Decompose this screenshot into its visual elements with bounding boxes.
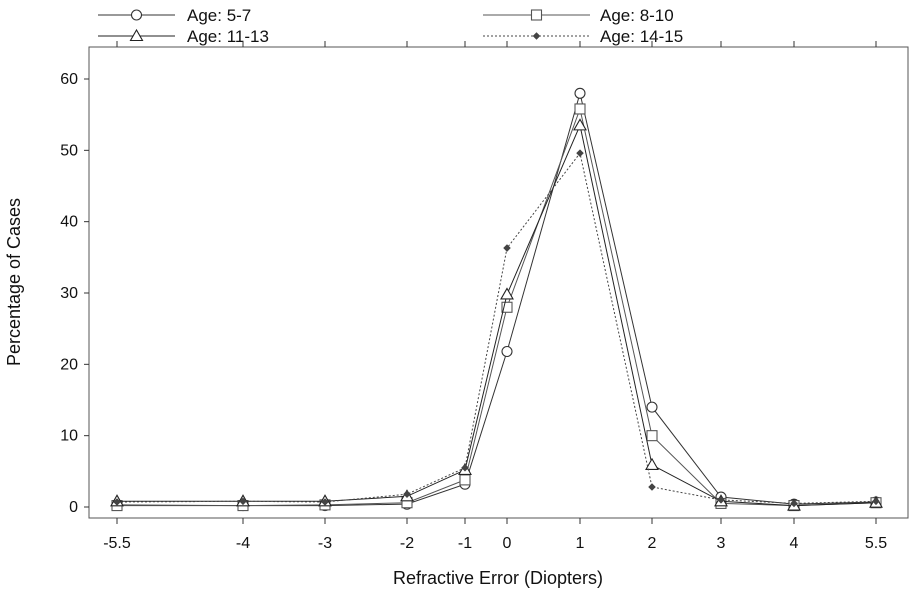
x-tick-label: 3 xyxy=(717,535,726,552)
legend-marker xyxy=(532,32,541,40)
series-line xyxy=(116,93,877,507)
x-tick-label: -5.5 xyxy=(103,535,131,552)
y-tick-label: 10 xyxy=(60,428,78,445)
legend-label: Age: 8-10 xyxy=(600,6,674,25)
data-point xyxy=(500,287,514,300)
y-tick-label: 40 xyxy=(60,214,78,231)
data-point xyxy=(503,244,511,252)
series-3 xyxy=(110,118,883,511)
data-point xyxy=(403,490,411,498)
x-tick-label: 5.5 xyxy=(865,535,887,552)
y-tick-label: 20 xyxy=(60,356,78,373)
y-axis: 0 10 20 30 40 50 60 xyxy=(60,71,89,516)
y-tick-label: 30 xyxy=(60,285,78,302)
data-point xyxy=(648,483,656,491)
data-point xyxy=(239,497,247,506)
legend-item: Age: 14-15 xyxy=(483,27,683,46)
data-point xyxy=(574,87,586,99)
legend-item: Age: 11-13 xyxy=(98,27,269,46)
legend-item: Age: 8-10 xyxy=(483,6,674,25)
series-1 xyxy=(111,87,882,512)
y-axis-title: Percentage of Cases xyxy=(4,198,24,366)
legend-marker xyxy=(129,28,144,42)
data-point xyxy=(872,497,880,506)
series-4 xyxy=(113,149,880,508)
x-tick-label: 0 xyxy=(503,535,512,552)
legend-label: Age: 5-7 xyxy=(187,6,251,25)
x-tick-label: -4 xyxy=(236,535,250,552)
data-point xyxy=(501,301,513,313)
legend-label: Age: 14-15 xyxy=(600,27,683,46)
data-point xyxy=(576,149,584,157)
legend-label: Age: 11-13 xyxy=(187,27,269,46)
data-point xyxy=(790,499,798,508)
data-point xyxy=(459,474,471,486)
series-line xyxy=(116,152,877,504)
series-2 xyxy=(111,103,882,512)
y-tick-label: 0 xyxy=(69,499,78,516)
x-tick-label: -1 xyxy=(458,535,472,552)
data-point xyxy=(717,496,725,504)
data-point xyxy=(113,498,121,506)
legend-marker xyxy=(130,9,143,21)
data-point xyxy=(646,430,658,442)
x-axis: -5.5 -4 -3 -2 -1 0 1 2 3 4 5.5 xyxy=(103,41,887,552)
legend: Age: 5-7 Age: 8-10 Age: 11-13 Age: 14-15 xyxy=(98,6,683,46)
data-point xyxy=(646,401,658,413)
plot-frame xyxy=(88,46,909,519)
x-tick-label: 1 xyxy=(576,535,585,552)
data-point xyxy=(461,463,469,472)
x-axis-title: Refractive Error (Diopters) xyxy=(393,568,603,588)
data-point xyxy=(574,103,586,115)
series-line xyxy=(117,107,877,507)
x-tick-label: 4 xyxy=(790,535,799,552)
legend-item: Age: 5-7 xyxy=(98,6,251,25)
data-point xyxy=(645,457,659,470)
series-line xyxy=(117,123,877,507)
x-tick-label: -2 xyxy=(400,535,414,552)
series-layer xyxy=(110,87,883,512)
x-tick-label: 2 xyxy=(648,535,657,552)
legend-marker xyxy=(530,9,543,21)
data-point xyxy=(321,498,329,506)
data-point xyxy=(573,118,587,131)
data-point xyxy=(501,345,513,358)
y-tick-label: 60 xyxy=(60,71,78,88)
y-tick-label: 50 xyxy=(60,142,78,159)
x-tick-label: -3 xyxy=(318,535,332,552)
